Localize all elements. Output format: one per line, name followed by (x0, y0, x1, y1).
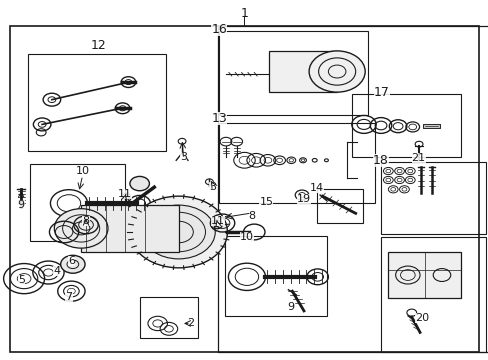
Text: 6: 6 (68, 256, 75, 266)
Text: 15: 15 (259, 197, 273, 207)
Bar (81, 205, 178, 252)
Text: 14: 14 (309, 183, 323, 193)
Text: 18: 18 (372, 154, 388, 167)
Text: 13: 13 (211, 112, 226, 125)
Bar (224, 235, 327, 316)
Text: 1: 1 (240, 7, 248, 20)
Bar (219, 31, 367, 116)
Circle shape (308, 51, 365, 92)
Bar (351, 94, 461, 157)
Bar (316, 189, 362, 223)
Text: 11: 11 (118, 189, 132, 199)
Text: 3: 3 (209, 182, 216, 192)
Text: 19: 19 (296, 194, 310, 204)
Text: 16: 16 (211, 23, 226, 36)
Text: 5: 5 (18, 275, 25, 285)
Text: 9: 9 (18, 200, 25, 210)
Text: 3: 3 (180, 152, 187, 162)
Text: 9: 9 (286, 302, 294, 312)
Text: 2: 2 (187, 319, 194, 328)
Circle shape (61, 255, 85, 273)
Bar (30, 164, 125, 241)
Text: 8: 8 (248, 211, 255, 221)
Circle shape (130, 196, 227, 268)
Text: 10: 10 (240, 232, 253, 242)
Text: 11: 11 (210, 216, 224, 226)
Text: 12: 12 (90, 39, 106, 52)
Bar (380, 162, 485, 234)
Bar (27, 54, 166, 151)
Text: 17: 17 (373, 86, 389, 99)
Text: 7: 7 (65, 292, 72, 302)
Text: 8: 8 (82, 216, 89, 226)
Text: 4: 4 (53, 266, 60, 276)
Bar (219, 123, 374, 203)
Text: 10: 10 (76, 166, 89, 176)
Bar (268, 51, 336, 92)
Bar (380, 237, 485, 352)
Circle shape (142, 205, 215, 259)
Circle shape (54, 209, 108, 248)
Bar (140, 297, 198, 338)
Bar (217, 26, 488, 352)
Text: 21: 21 (411, 153, 425, 163)
Text: 20: 20 (415, 313, 428, 323)
Bar (387, 252, 461, 298)
Circle shape (130, 176, 149, 191)
